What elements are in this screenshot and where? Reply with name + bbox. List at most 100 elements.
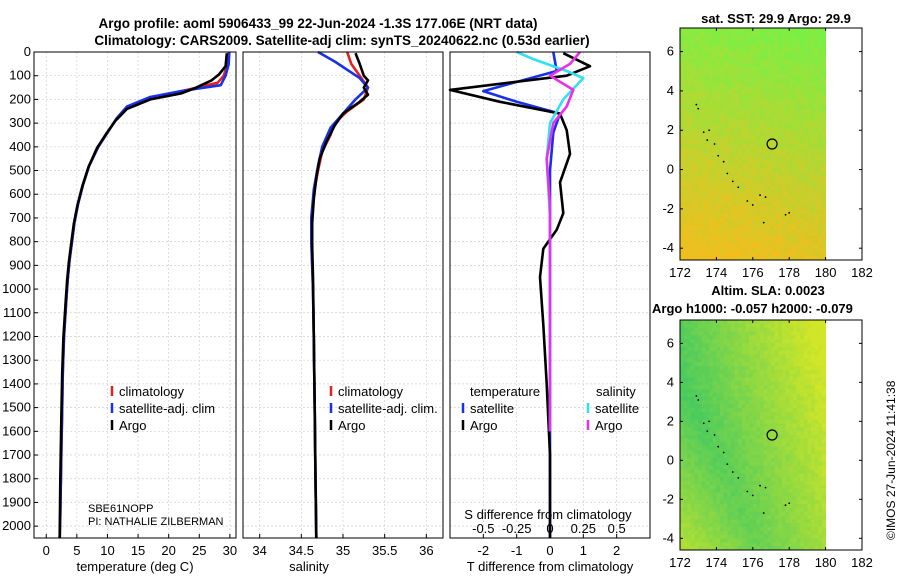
- heatmap-cell: [749, 55, 754, 60]
- heatmap-cell: [767, 327, 772, 332]
- heatmap-cell: [763, 481, 768, 486]
- heatmap-cell: [727, 225, 732, 230]
- heatmap-cell: [821, 47, 826, 52]
- heatmap-cell: [785, 82, 790, 87]
- heatmap-cell: [789, 31, 794, 37]
- heatmap-cell: [771, 389, 776, 394]
- heatmap-cell: [712, 511, 717, 516]
- heatmap-cell: [803, 423, 808, 428]
- heatmap-cell: [781, 248, 786, 253]
- heatmap-cell: [796, 343, 801, 348]
- heatmap-cell: [814, 523, 819, 528]
- heatmap-cell: [738, 163, 743, 168]
- heatmap-cell: [756, 217, 761, 222]
- heatmap-cell: [734, 404, 739, 409]
- heatmap-cell: [803, 427, 808, 432]
- heatmap-cell: [723, 136, 728, 141]
- heatmap-cell: [680, 186, 685, 191]
- heatmap-cell: [756, 335, 761, 340]
- heatmap-cell: [763, 465, 768, 470]
- heatmap-cell: [796, 89, 801, 95]
- heatmap-cell: [694, 542, 699, 547]
- heatmap-cell: [694, 350, 699, 355]
- heatmap-cell: [760, 542, 765, 547]
- heatmap-cell: [720, 500, 725, 505]
- heatmap-cell: [800, 124, 805, 129]
- heatmap-cell: [796, 213, 801, 218]
- heatmap-cell: [752, 469, 757, 474]
- heatmap-cell: [803, 58, 808, 64]
- heatmap-cell: [734, 473, 739, 478]
- heatmap-cell: [778, 209, 783, 214]
- heatmap-cell: [690, 465, 695, 470]
- heatmap-cell: [723, 534, 728, 539]
- heatmap-cell: [778, 507, 783, 513]
- heatmap-cell: [811, 70, 816, 75]
- heatmap-cell: [698, 256, 703, 261]
- heatmap-cell: [767, 484, 772, 490]
- heatmap-cell: [690, 178, 695, 184]
- heatmap-cell: [763, 58, 768, 64]
- heatmap-cell: [705, 320, 710, 325]
- heatmap-cell: [756, 28, 761, 33]
- heatmap-cell: [683, 431, 688, 436]
- heatmap-cell: [698, 331, 703, 336]
- heatmap-cell: [792, 120, 797, 126]
- heatmap-cell: [818, 515, 823, 520]
- heatmap-cell: [694, 55, 699, 60]
- heatmap-cell: [792, 171, 797, 176]
- heatmap-cell: [767, 132, 772, 137]
- heatmap-cell: [771, 55, 776, 60]
- heatmap-cell: [683, 377, 688, 382]
- heatmap-cell: [800, 527, 805, 532]
- heatmap-cell: [814, 136, 819, 141]
- heatmap-cell: [771, 438, 776, 444]
- heatmap-cell: [803, 465, 808, 470]
- heatmap-cell: [771, 198, 776, 203]
- heatmap-cell: [767, 542, 772, 547]
- heatmap-cell: [741, 178, 746, 184]
- heatmap-cell: [687, 232, 692, 238]
- heatmap-cell: [821, 51, 826, 56]
- heatmap-cell: [683, 78, 688, 83]
- heatmap-cell: [734, 43, 739, 48]
- heatmap-cell: [741, 438, 746, 444]
- heatmap-cell: [789, 320, 794, 325]
- heatmap-cell: [789, 132, 794, 137]
- heatmap-cell: [745, 484, 750, 490]
- heatmap-cell: [752, 396, 757, 401]
- heatmap-cell: [698, 396, 703, 401]
- heatmap-cell: [800, 128, 805, 133]
- heatmap-cell: [705, 217, 710, 222]
- heatmap-cell: [789, 488, 794, 493]
- heatmap-cell: [705, 477, 710, 482]
- heatmap-cell: [723, 523, 728, 528]
- heatmap-cell: [687, 248, 692, 253]
- heatmap-cell: [716, 481, 721, 486]
- heatmap-cell: [778, 229, 783, 234]
- heatmap-cell: [821, 116, 826, 122]
- heatmap-cell: [760, 515, 765, 520]
- heatmap-cell: [720, 373, 725, 378]
- heatmap-cell: [720, 354, 725, 359]
- heatmap-cell: [752, 147, 757, 153]
- heatmap-cell: [752, 446, 757, 451]
- heatmap-cell: [800, 442, 805, 447]
- heatmap-cell: [687, 408, 692, 413]
- heatmap-cell: [767, 400, 772, 405]
- heatmap-cell: [716, 389, 721, 394]
- heatmap-cell: [818, 507, 823, 513]
- heatmap-cell: [778, 78, 783, 83]
- heatmap-cell: [749, 217, 754, 222]
- heatmap-cell: [781, 109, 786, 114]
- heatmap-cell: [716, 174, 721, 180]
- heatmap-cell: [749, 496, 754, 501]
- heatmap-cell: [774, 423, 779, 428]
- heatmap-cell: [698, 358, 703, 363]
- heatmap-cell: [687, 454, 692, 459]
- heatmap-cell: [730, 454, 735, 459]
- heatmap-cell: [690, 171, 695, 176]
- heatmap-cell: [727, 461, 732, 467]
- heatmap-cell: [727, 58, 732, 64]
- heatmap-cell: [767, 151, 772, 156]
